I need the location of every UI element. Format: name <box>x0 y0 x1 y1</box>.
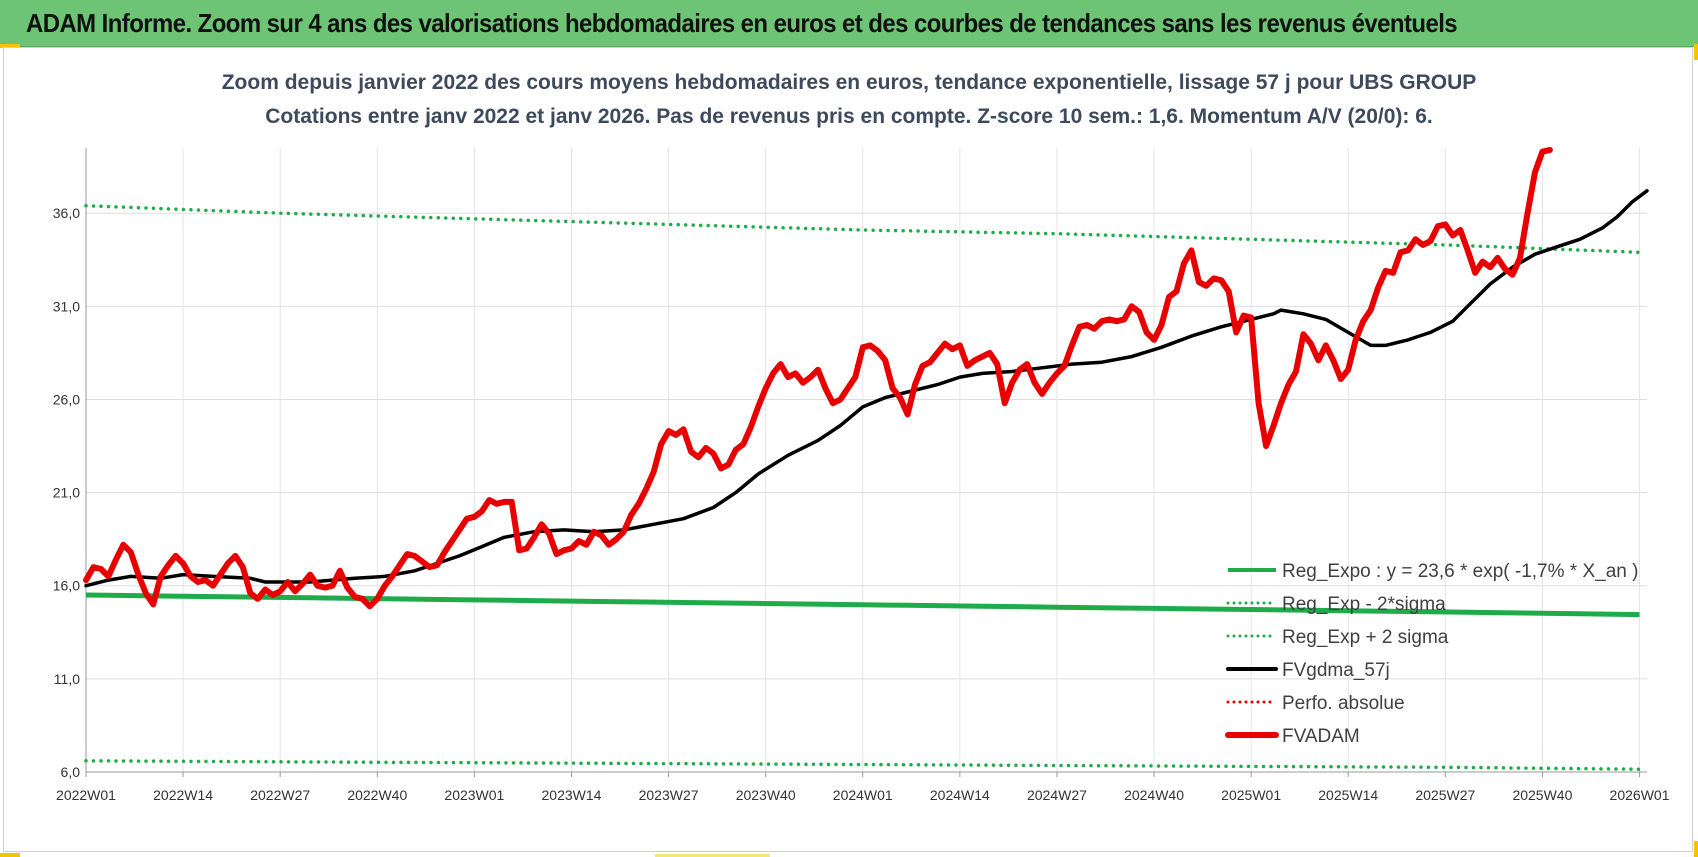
y-tick-label: 6,0 <box>61 764 81 780</box>
x-tick-label: 2024W01 <box>833 787 893 803</box>
x-tick-label: 2023W27 <box>639 787 699 803</box>
legend-label-5: FVADAM <box>1282 726 1360 747</box>
series-line-5 <box>83 146 1553 610</box>
x-tick-label: 2023W01 <box>444 787 504 803</box>
chart-frame <box>3 47 1693 852</box>
x-tick-label: 2022W01 <box>56 787 116 803</box>
x-tick-label: 2025W27 <box>1415 787 1475 803</box>
x-tick-label: 2025W01 <box>1221 787 1281 803</box>
x-tick-label: 2022W40 <box>347 787 407 803</box>
chart-subtitle: Cotations entre janv 2022 et janv 2026. … <box>265 105 1433 128</box>
page-title: ADAM Informe. Zoom sur 4 ans des valoris… <box>26 8 1458 38</box>
series-line-3 <box>84 189 1649 588</box>
title-bar: ADAM Informe. Zoom sur 4 ans des valoris… <box>0 0 1698 47</box>
legend-label-2: Reg_Exp + 2 sigma <box>1282 627 1449 648</box>
x-tick-label: 2024W40 <box>1124 787 1184 803</box>
legend-label-0: Reg_Expo : y = 23,6 * exp( -1,7% * X_an … <box>1282 561 1638 582</box>
axes: 6,0 11,0 16,0 21,0 26,0 31,0 36,0 2022W01 2022W1… <box>53 148 1670 803</box>
x-tick-label: 2024W27 <box>1027 787 1087 803</box>
legend-label-1: Reg_Exp - 2*sigma <box>1282 594 1446 615</box>
corner-accent <box>0 853 20 857</box>
y-tick-label: 26,0 <box>53 391 80 407</box>
corner-accent <box>0 44 20 48</box>
legend-label-3: FVgdma_57j <box>1282 660 1390 681</box>
x-tick-label: 2024W14 <box>930 787 990 803</box>
x-tick-label: 2026W01 <box>1610 787 1670 803</box>
x-tick-label: 2025W14 <box>1318 787 1378 803</box>
x-tick-label: 2022W27 <box>250 787 310 803</box>
y-tick-label: 16,0 <box>53 578 80 594</box>
x-tick-label: 2023W14 <box>542 787 602 803</box>
bottom-accent <box>655 854 770 857</box>
x-tick-label: 2022W14 <box>153 787 213 803</box>
series-layer <box>83 146 1649 771</box>
x-tick-label: 2023W40 <box>736 787 796 803</box>
chart-title: Zoom depuis janvier 2022 des cours moyen… <box>222 71 1477 94</box>
x-tick-label: 2025W40 <box>1512 787 1572 803</box>
legend-label-4: Perfo. absolue <box>1282 693 1405 714</box>
y-tick-label: 21,0 <box>53 485 80 501</box>
corner-accent <box>1694 841 1698 857</box>
legend: Reg_Expo : y = 23,6 * exp( -1,7% * X_an … <box>1225 561 1638 747</box>
y-tick-label: 36,0 <box>53 205 80 221</box>
y-tick-label: 31,0 <box>53 298 80 314</box>
series-line-0 <box>85 592 1640 618</box>
y-tick-label: 11,0 <box>54 671 80 687</box>
corner-accent <box>1694 44 1698 60</box>
